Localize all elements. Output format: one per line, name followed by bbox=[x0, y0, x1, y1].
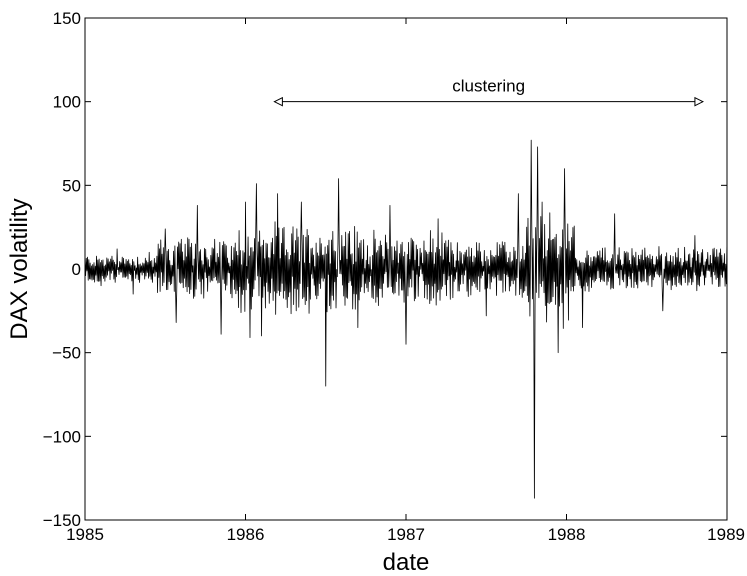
x-axis-ticks: 1985 1986 1987 1988 1989 bbox=[66, 18, 745, 544]
series-layer bbox=[84, 139, 728, 499]
y-tick-label: 50 bbox=[62, 176, 81, 195]
y-tick-label: −150 bbox=[43, 511, 81, 530]
y-tick-label: 0 bbox=[72, 260, 81, 279]
y-axis-label: DAX volatility bbox=[6, 198, 33, 339]
y-tick-label: 100 bbox=[53, 93, 81, 112]
x-tick-label: 1989 bbox=[707, 525, 745, 544]
x-tick-label: 1986 bbox=[227, 525, 265, 544]
clustering-label: clustering bbox=[452, 77, 525, 96]
y-axis-ticks: −150 −100 −50 0 50 100 150 bbox=[43, 9, 727, 530]
clustering-annotation: clustering bbox=[273, 77, 705, 107]
x-tick-label: 1987 bbox=[387, 525, 425, 544]
clustering-arrow-right-head bbox=[694, 96, 705, 107]
volatility-series-line bbox=[84, 139, 728, 499]
y-tick-label: 150 bbox=[53, 9, 81, 28]
clustering-arrow-left-head bbox=[273, 96, 283, 107]
y-tick-label: −100 bbox=[43, 427, 81, 446]
x-axis-label: date bbox=[383, 549, 430, 576]
x-tick-label: 1985 bbox=[66, 525, 104, 544]
plot-frame bbox=[84, 17, 728, 521]
y-tick-label: −50 bbox=[52, 344, 81, 363]
x-tick-label: 1988 bbox=[548, 525, 586, 544]
